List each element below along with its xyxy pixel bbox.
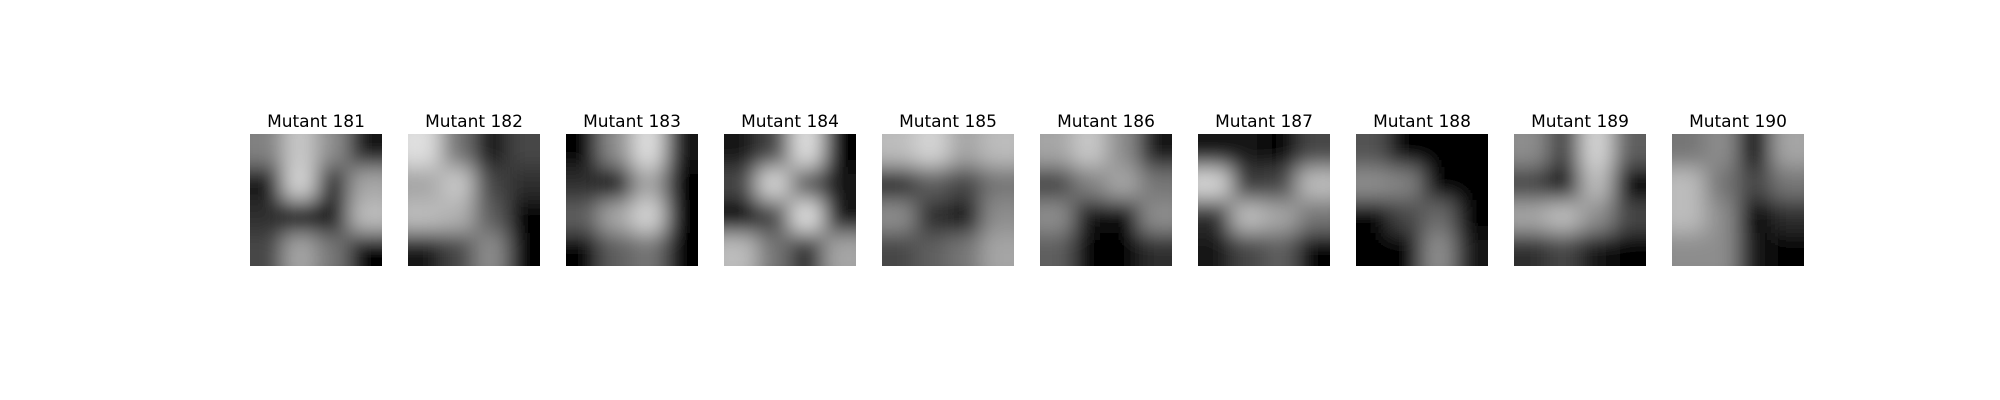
mutant-image xyxy=(566,134,698,266)
mutant-panel: Mutant 189 xyxy=(1514,112,1646,266)
panel-title: Mutant 184 xyxy=(741,112,839,132)
panel-title: Mutant 185 xyxy=(899,112,997,132)
panel-title: Mutant 183 xyxy=(583,112,681,132)
panel-title: Mutant 188 xyxy=(1373,112,1471,132)
panel-title: Mutant 186 xyxy=(1057,112,1155,132)
panel-title: Mutant 189 xyxy=(1531,112,1629,132)
mutant-image xyxy=(1198,134,1330,266)
panel-title: Mutant 190 xyxy=(1689,112,1787,132)
mutant-panel: Mutant 185 xyxy=(882,112,1014,266)
mutant-image xyxy=(1040,134,1172,266)
mutant-panel: Mutant 183 xyxy=(566,112,698,266)
mutant-panel: Mutant 182 xyxy=(408,112,540,266)
mutant-image xyxy=(1672,134,1804,266)
mutant-image xyxy=(408,134,540,266)
mutant-image xyxy=(250,134,382,266)
panel-title: Mutant 187 xyxy=(1215,112,1313,132)
mutant-panel: Mutant 181 xyxy=(250,112,382,266)
panel-title: Mutant 182 xyxy=(425,112,523,132)
mutant-image xyxy=(1356,134,1488,266)
panel-title: Mutant 181 xyxy=(267,112,365,132)
mutant-image xyxy=(882,134,1014,266)
mutant-panel: Mutant 187 xyxy=(1198,112,1330,266)
mutant-panel: Mutant 188 xyxy=(1356,112,1488,266)
mutant-panel: Mutant 184 xyxy=(724,112,856,266)
mutant-image xyxy=(724,134,856,266)
mutant-panel: Mutant 186 xyxy=(1040,112,1172,266)
mutant-panel: Mutant 190 xyxy=(1672,112,1804,266)
mutant-image xyxy=(1514,134,1646,266)
